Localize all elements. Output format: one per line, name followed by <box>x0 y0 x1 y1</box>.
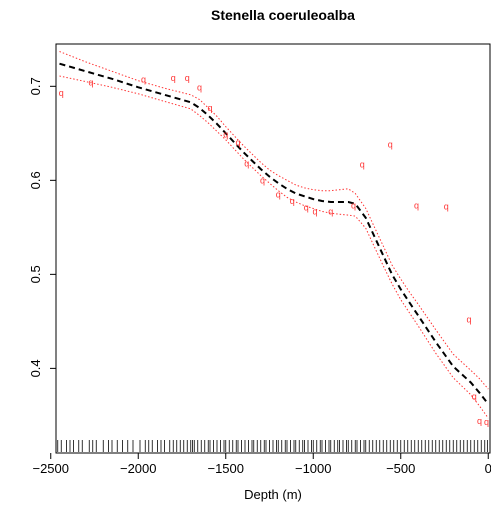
data-point: q <box>141 75 146 85</box>
rug-marks <box>57 440 488 452</box>
x-tick-label: −2000 <box>120 461 157 476</box>
data-point: q <box>88 78 93 88</box>
series-lines <box>59 51 490 419</box>
data-point: q <box>484 417 489 427</box>
data-point: q <box>388 140 393 150</box>
fit-line <box>59 62 490 405</box>
chart-title: Stenella coeruleoalba <box>211 7 355 23</box>
data-point: q <box>185 73 190 83</box>
data-point: q <box>472 392 477 402</box>
data-point: q <box>235 138 240 148</box>
x-tick-label: −500 <box>386 461 415 476</box>
data-point: q <box>260 175 265 185</box>
x-tick-label: −1000 <box>295 461 332 476</box>
x-tick-label: −1500 <box>207 461 244 476</box>
data-point: q <box>197 82 202 92</box>
data-point: q <box>444 202 449 212</box>
x-tick-label: 0 <box>485 461 491 476</box>
data-point: q <box>360 159 365 169</box>
data-point: q <box>414 201 419 211</box>
data-point: q <box>351 201 356 211</box>
data-point: q <box>304 203 309 213</box>
x-axis-label: Depth (m) <box>244 487 302 502</box>
data-point: q <box>244 158 249 168</box>
data-point: q <box>223 129 228 139</box>
x-axis: −2500 −2000 −1500 −1000 −500 0 <box>32 453 491 476</box>
data-point: q <box>276 189 281 199</box>
data-point: q <box>466 314 471 324</box>
y-tick-label: 0.7 <box>28 77 43 95</box>
upper-band-line <box>59 51 489 390</box>
data-point: q <box>290 196 295 206</box>
data-point: q <box>59 88 64 98</box>
x-tick-label: −2500 <box>32 461 69 476</box>
data-point: q <box>171 73 176 83</box>
data-point: q <box>312 206 317 216</box>
y-tick-label: 0.4 <box>28 359 43 377</box>
y-axis: 0.4 0.5 0.6 0.7 <box>28 77 56 377</box>
plot-frame <box>55 43 491 454</box>
data-point: q <box>477 416 482 426</box>
data-point: q <box>328 206 333 216</box>
y-tick-label: 0.5 <box>28 265 43 283</box>
lower-band-line <box>59 75 489 419</box>
data-point: q <box>207 103 212 113</box>
y-tick-label: 0.6 <box>28 171 43 189</box>
